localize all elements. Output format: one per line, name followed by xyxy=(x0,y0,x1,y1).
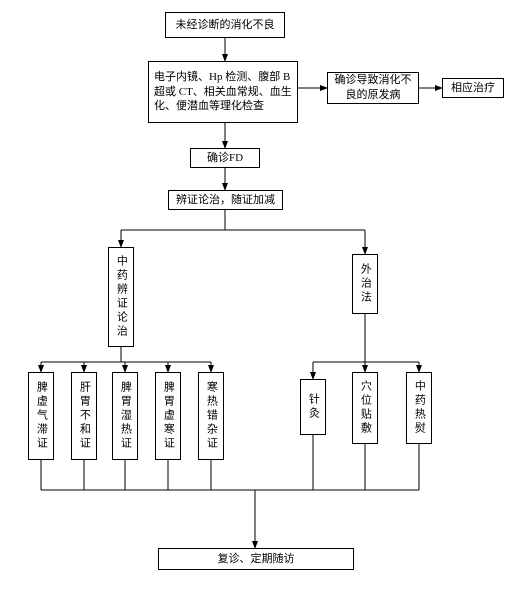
node-label: 复诊、定期随访 xyxy=(218,552,295,567)
node-label: 寒热错杂证 xyxy=(204,381,219,451)
node-n13: 寒热错杂证 xyxy=(198,372,224,460)
node-n1: 未经诊断的消化不良 xyxy=(165,12,285,38)
node-label: 电子内镜、Hp 检测、腹部 B 超或 CT、相关血常规、血生化、便潜血等理化检查 xyxy=(154,70,292,115)
node-label: 中药辨证论治 xyxy=(114,255,129,339)
node-n9: 脾虚气滞证 xyxy=(28,372,54,460)
node-n11: 脾胃湿热证 xyxy=(112,372,138,460)
node-n14: 针灸 xyxy=(300,379,326,435)
node-n7: 中药辨证论治 xyxy=(108,247,134,347)
node-n10: 肝胃不和证 xyxy=(71,372,97,460)
node-label: 确诊导致消化不良的原发病 xyxy=(333,73,413,103)
node-n3: 确诊导致消化不良的原发病 xyxy=(327,72,419,104)
node-n8: 外治法 xyxy=(352,254,378,314)
node-label: 脾胃湿热证 xyxy=(118,381,133,451)
node-label: 未经诊断的消化不良 xyxy=(176,18,275,33)
node-n12: 脾胃虚寒证 xyxy=(155,372,181,460)
node-label: 相应治疗 xyxy=(451,81,495,96)
node-label: 针灸 xyxy=(306,393,321,421)
node-n15: 穴位贴敷 xyxy=(352,372,378,444)
node-n5: 确诊FD xyxy=(190,148,260,168)
node-label: 中药热熨 xyxy=(412,380,427,436)
node-label: 穴位贴敷 xyxy=(358,380,373,436)
node-label: 确诊FD xyxy=(207,151,243,166)
node-label: 脾胃虚寒证 xyxy=(161,381,176,451)
node-n16: 中药热熨 xyxy=(406,372,432,444)
node-label: 肝胃不和证 xyxy=(77,381,92,451)
node-label: 辨证论治，随证加减 xyxy=(176,193,275,208)
node-n17: 复诊、定期随访 xyxy=(158,548,354,570)
node-n6: 辨证论治，随证加减 xyxy=(168,190,283,210)
node-label: 外治法 xyxy=(358,263,373,305)
node-n2: 电子内镜、Hp 检测、腹部 B 超或 CT、相关血常规、血生化、便潜血等理化检查 xyxy=(148,61,298,123)
node-label: 脾虚气滞证 xyxy=(34,381,49,451)
node-n4: 相应治疗 xyxy=(442,78,504,98)
